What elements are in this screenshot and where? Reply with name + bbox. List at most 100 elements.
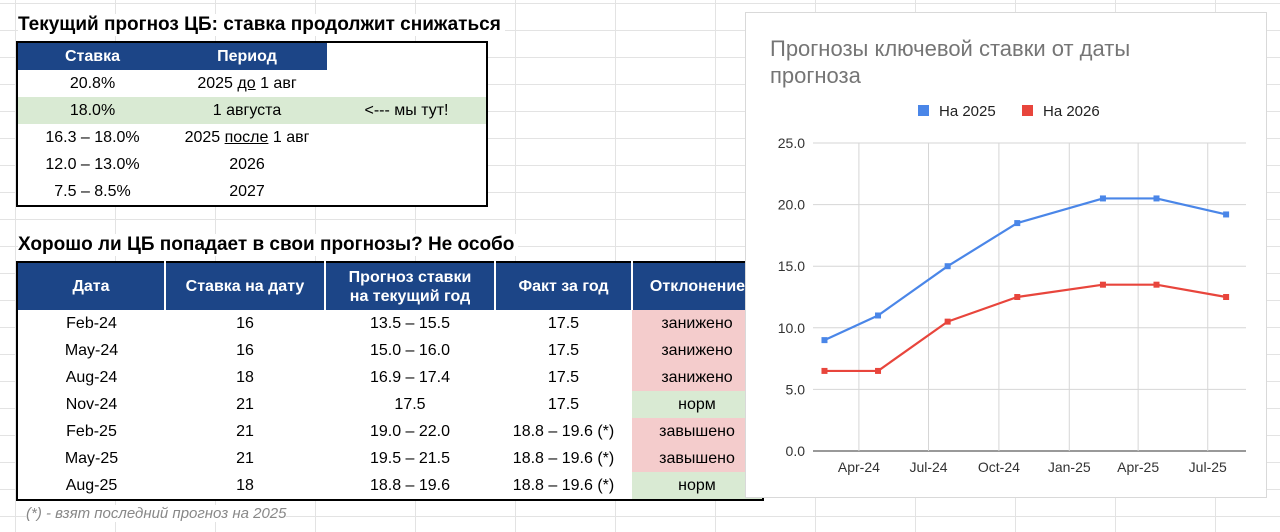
forecast-cell: 15.0 – 16.0 (369, 341, 451, 359)
period-cell: 2026 (229, 155, 265, 173)
date-cell: Feb-25 (66, 422, 117, 440)
table-row: 12.0 – 13.0% 2026 (17, 151, 487, 178)
accuracy-title: Хорошо ли ЦБ попадает в свои прогнозы? Н… (18, 234, 519, 256)
forecast-header: Прогноз ставки на текущий год (325, 262, 496, 310)
deviation-cell: норм (632, 391, 763, 418)
deviation-cell: норм (632, 472, 763, 500)
data-point (1014, 220, 1021, 227)
fact-cell: 17.5 (547, 368, 580, 386)
legend-label: На 2026 (1043, 103, 1100, 120)
table-row: May-25 21 19.5 – 21.5 18.8 – 19.6 (*) за… (17, 445, 763, 472)
rate-cell: 16.3 – 18.0% (45, 128, 140, 146)
x-tick-label: Apr-25 (1117, 459, 1159, 475)
footnote: (*) - взят последний прогноз на 2025 (26, 505, 287, 522)
table-row: Feb-25 21 19.0 – 22.0 18.8 – 19.6 (*) за… (17, 418, 763, 445)
fact-cell: 17.5 (547, 314, 580, 332)
x-tick-label: Jul-24 (909, 459, 947, 475)
rate-header: Ставка (17, 42, 167, 70)
x-tick-label: Oct-24 (978, 459, 1020, 475)
rate-cell: 20.8% (69, 74, 116, 92)
table-row-current: 18.0% 1 августа <--- мы тут! (17, 97, 487, 124)
x-axis: Apr-24 Jul-24 Oct-24 Jan-25 Apr-25 Jul-25 (838, 459, 1227, 475)
table-row: Feb-24 16 13.5 – 15.5 17.5 занижено (17, 310, 763, 337)
data-point (821, 367, 828, 374)
deviation-cell: завышено (632, 418, 763, 445)
y-tick-label: 15.0 (778, 258, 805, 274)
chart-grid (813, 142, 1246, 452)
chart-legend: На 2025 На 2026 (918, 103, 1100, 120)
forecast-cell: 18.8 – 19.6 (369, 476, 451, 494)
y-tick-label: 5.0 (786, 381, 806, 397)
rate-cell: 16 (236, 314, 254, 332)
deviation-header: Отклонение (632, 262, 763, 310)
date-cell: Aug-25 (65, 476, 118, 494)
date-cell: May-25 (64, 449, 119, 467)
forecast-cell: 17.5 (394, 395, 426, 413)
data-point (1099, 281, 1106, 288)
deviation-cell: завышено (632, 445, 763, 472)
y-tick-label: 20.0 (778, 197, 805, 213)
y-tick-label: 10.0 (778, 320, 805, 336)
table-row: 7.5 – 8.5% 2027 (17, 178, 487, 206)
chart-title-line1: Прогнозы ключевой ставки от даты (770, 36, 1130, 61)
data-point (944, 318, 951, 325)
table-row: 16.3 – 18.0% 2025 после 1 авг (17, 124, 487, 151)
date-header: Дата (17, 262, 166, 310)
x-tick-label: Jan-25 (1048, 459, 1091, 475)
you-are-here-note: <--- мы тут! (327, 97, 487, 124)
legend-swatch (1022, 105, 1033, 116)
forecast-cell: 13.5 – 15.5 (369, 314, 451, 332)
current-forecast-title: Текущий прогноз ЦБ: ставка продолжит сни… (18, 14, 505, 36)
table-row: Aug-24 18 16.9 – 17.4 17.5 занижено (17, 364, 763, 391)
rate-on-date-header: Ставка на дату (165, 262, 326, 310)
legend-swatch (918, 105, 929, 116)
data-point (1223, 211, 1230, 218)
rate-cell: 18 (236, 476, 254, 494)
y-tick-label: 25.0 (778, 135, 805, 151)
fact-cell: 17.5 (547, 341, 580, 359)
note-cell (327, 151, 487, 178)
forecast-cell: 19.0 – 22.0 (369, 422, 451, 440)
fact-header: Факт за год (495, 262, 633, 310)
data-point (1099, 195, 1106, 202)
deviation-cell: занижено (632, 337, 763, 364)
date-cell: Nov-24 (65, 395, 118, 413)
fact-cell: 18.8 – 19.6 (*) (512, 449, 615, 467)
period-cell: 2025 до 1 авг (197, 74, 297, 92)
data-point (1153, 281, 1160, 288)
chart-title-line2: прогноза (770, 63, 862, 88)
note-cell (327, 124, 487, 151)
x-tick-label: Apr-24 (838, 459, 880, 475)
y-tick-label: 0.0 (786, 443, 806, 459)
fact-cell: 18.8 – 19.6 (*) (512, 476, 615, 494)
x-tick-label: Jul-25 (1189, 459, 1227, 475)
period-header: Период (167, 42, 327, 70)
legend-label: На 2025 (939, 103, 996, 120)
table-row: Nov-24 21 17.5 17.5 норм (17, 391, 763, 418)
date-cell: Aug-24 (65, 368, 118, 386)
table-row: Aug-25 18 18.8 – 19.6 18.8 – 19.6 (*) но… (17, 472, 763, 500)
fact-cell: 18.8 – 19.6 (*) (512, 422, 615, 440)
data-point (821, 337, 828, 344)
data-point (875, 312, 882, 319)
data-point (1223, 294, 1230, 300)
table-row: 20.8% 2025 до 1 авг (17, 70, 487, 97)
forecast-cell: 16.9 – 17.4 (369, 368, 451, 386)
forecast-accuracy-table: Дата Ставка на дату Прогноз ставки на тек… (16, 261, 764, 501)
rate-cell: 16 (236, 341, 254, 359)
forecast-cell: 19.5 – 21.5 (369, 449, 451, 467)
period-cell: 2025 после 1 авг (184, 128, 310, 146)
period-cell: 1 августа (167, 97, 327, 124)
chart-series (821, 195, 1230, 374)
rate-cell: 12.0 – 13.0% (45, 155, 140, 173)
rate-cell: 21 (236, 395, 254, 413)
rate-cell: 7.5 – 8.5% (54, 182, 131, 200)
rate-cell: 18 (236, 368, 254, 386)
data-point (875, 367, 882, 374)
table-row: May-24 16 15.0 – 16.0 17.5 занижено (17, 337, 763, 364)
deviation-cell: занижено (632, 364, 763, 391)
date-cell: Feb-24 (66, 314, 117, 332)
y-axis: 0.0 5.0 10.0 15.0 20.0 25.0 (778, 135, 805, 459)
date-cell: May-24 (64, 341, 119, 359)
note-cell (327, 70, 487, 97)
